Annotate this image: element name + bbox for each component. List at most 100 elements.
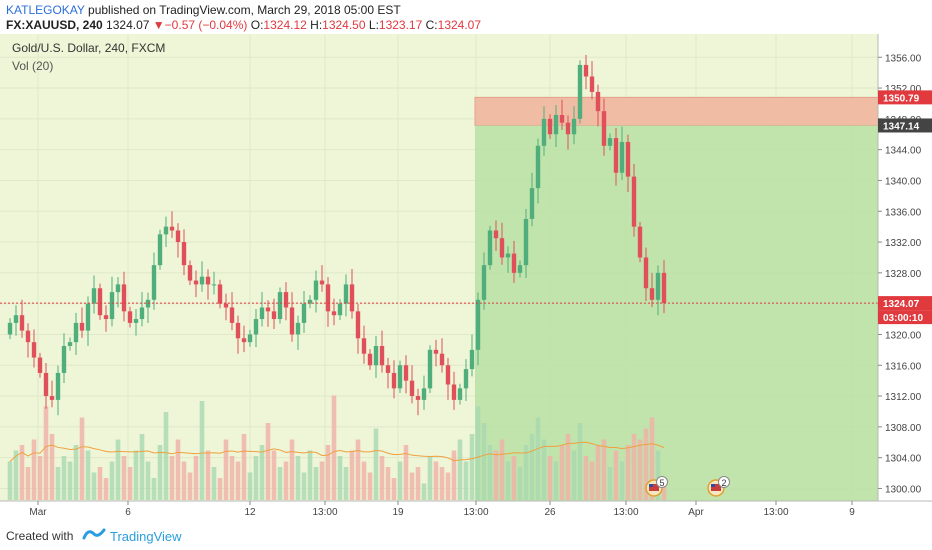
candle-body — [421, 388, 427, 400]
price-tick-label: 1312.00 — [885, 392, 922, 403]
candle-body — [289, 307, 295, 335]
volume-bar — [289, 439, 295, 500]
volume-bar — [643, 428, 649, 500]
candle-body — [433, 349, 439, 354]
volume-bar — [631, 434, 637, 500]
price-tick-label: 1356.00 — [885, 53, 922, 64]
price-axis[interactable] — [878, 34, 932, 501]
volume-bar — [319, 461, 325, 500]
volume-bar — [391, 478, 397, 500]
volume-bar — [367, 472, 373, 500]
current-price-tag-bg — [878, 296, 932, 311]
volume-bar — [661, 483, 667, 500]
candle-body — [571, 118, 577, 135]
countdown-tag-bg — [878, 310, 932, 325]
volume-bar — [523, 445, 529, 500]
volume-bar — [601, 439, 607, 500]
volume-bar — [73, 445, 79, 500]
candle-body — [325, 284, 331, 312]
price-tick-label: 1320.00 — [885, 330, 922, 341]
volume-bar — [211, 467, 217, 500]
stop-loss-zone — [474, 96, 879, 126]
volume-bar — [25, 467, 31, 500]
candle-body — [97, 288, 103, 316]
entry-price-tag-bg — [878, 118, 932, 133]
volume-bar — [85, 450, 91, 500]
volume-bar — [445, 472, 451, 500]
candle-body — [457, 388, 463, 400]
volume-bar — [37, 456, 43, 500]
candle-body — [541, 118, 547, 146]
footer: Created with TradingView — [0, 521, 932, 550]
volume-bar — [133, 450, 139, 500]
volume-bar — [409, 472, 415, 500]
candle-body — [151, 265, 157, 300]
volume-bar — [415, 467, 421, 500]
tradingview-logo-icon — [82, 528, 106, 540]
candle-body — [295, 322, 301, 335]
time-axis-ticks: Mar 6 12 13:00 19 13:00 26 13:00 Apr 13:00 9 — [29, 501, 855, 518]
candle-body — [445, 365, 451, 385]
volume-bar — [301, 472, 307, 500]
volume-bar — [31, 439, 37, 500]
candle-body — [643, 257, 649, 289]
candle-body — [37, 357, 43, 373]
candlesticks — [7, 54, 667, 416]
volume-bar — [247, 472, 253, 500]
time-tick-label: 12 — [244, 507, 256, 518]
indicator-label: Vol (20) — [12, 59, 53, 73]
volume-bar — [337, 456, 343, 500]
volume-bar — [487, 445, 493, 500]
low-value: 1323.17 — [378, 18, 423, 32]
candle-body — [625, 141, 631, 177]
volume-ma-line — [9, 441, 665, 462]
volume-bar — [175, 439, 181, 500]
candle-body — [319, 280, 325, 285]
volume-bar — [43, 406, 49, 500]
author-link[interactable]: KATLEGOKAY — [6, 3, 85, 17]
volume-bar — [259, 445, 265, 500]
candle-body — [613, 138, 619, 173]
volume-bar — [343, 467, 349, 500]
volume-bar — [361, 461, 367, 500]
candle-body — [157, 234, 163, 266]
current-price-tag: 1324.07 — [883, 299, 920, 310]
volume-bar — [433, 461, 439, 500]
tradingview-brand-link[interactable]: TradingView — [110, 529, 182, 544]
event-count-label: 2 — [722, 478, 727, 488]
price-chart[interactable]: Gold/U.S. Dollar, 240, FXCM Vol (20) 135… — [0, 34, 932, 521]
candle-body — [655, 272, 661, 300]
volume-bar — [307, 450, 313, 500]
price-tick-label: 1328.00 — [885, 269, 922, 280]
candle-body — [139, 307, 145, 320]
candle-body — [205, 276, 211, 285]
volume-bar — [517, 467, 523, 500]
take-profit-zone — [475, 125, 878, 502]
candle-body — [553, 115, 559, 135]
volume-bar — [613, 450, 619, 500]
candle-body — [637, 226, 643, 258]
candle-body — [301, 303, 307, 323]
volume-bar — [565, 434, 571, 500]
time-tick-label: 26 — [544, 507, 556, 518]
symbol-label: FX:XAUUSD, 240 — [6, 18, 103, 32]
candle-body — [535, 145, 541, 189]
price-tick-label: 1300.00 — [885, 484, 922, 495]
event-count-label: 5 — [660, 478, 665, 488]
high-label: H: — [310, 18, 323, 32]
high-value: 1324.50 — [322, 18, 366, 32]
low-label: L: — [368, 18, 379, 32]
candle-body — [145, 299, 151, 308]
price-tick-label: 1336.00 — [885, 207, 922, 218]
volume-bar — [421, 483, 427, 500]
volume-bar — [91, 472, 97, 500]
volume-bar — [655, 450, 661, 500]
candle-body — [25, 330, 31, 343]
volume-bar — [283, 461, 289, 500]
volume-bar — [559, 445, 565, 500]
time-tick-label: 13:00 — [613, 507, 638, 518]
volume-bar — [541, 439, 547, 500]
candle-body — [463, 369, 469, 389]
volume-bar — [385, 467, 391, 500]
